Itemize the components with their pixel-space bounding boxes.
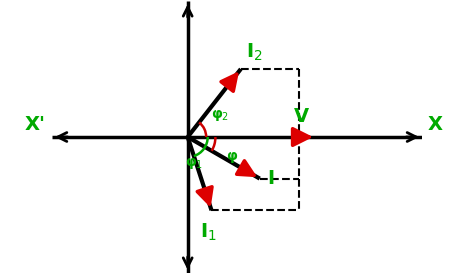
Text: X': X' xyxy=(25,115,46,134)
Text: I: I xyxy=(267,169,274,188)
Text: I$_2$: I$_2$ xyxy=(246,42,263,63)
Text: φ$_1$: φ$_1$ xyxy=(185,156,203,171)
Text: φ$_2$: φ$_2$ xyxy=(211,108,229,122)
Text: I$_1$: I$_1$ xyxy=(200,221,217,243)
Text: X: X xyxy=(428,115,443,134)
Text: V: V xyxy=(294,107,310,126)
Text: φ: φ xyxy=(227,149,237,163)
